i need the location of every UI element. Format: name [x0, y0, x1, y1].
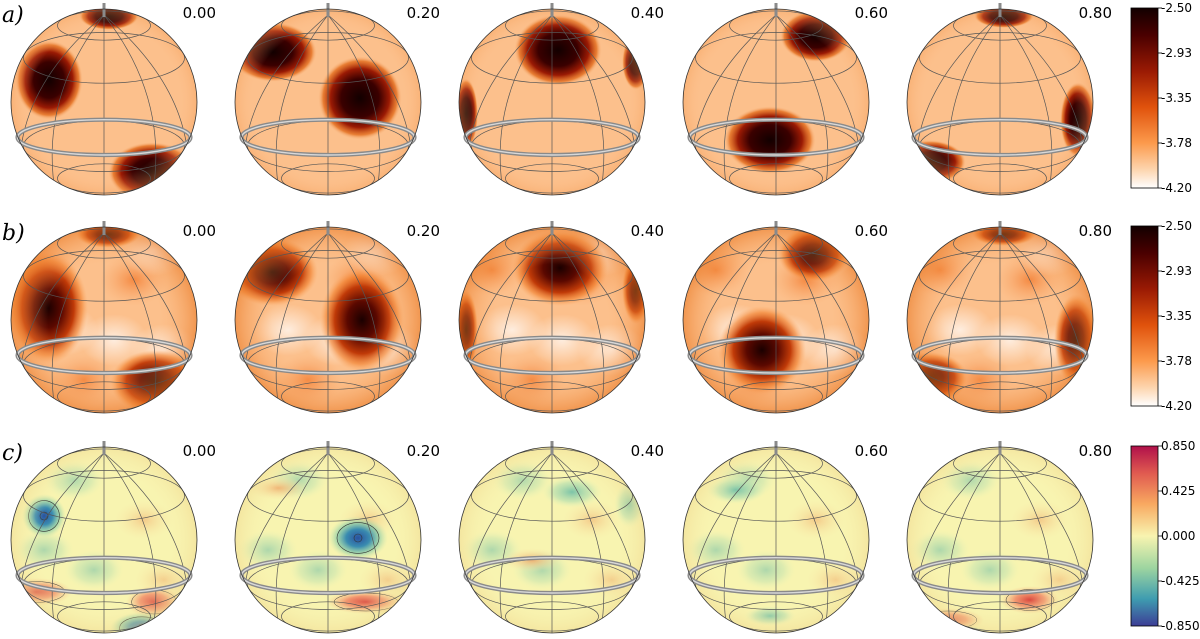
equator-highlight [464, 556, 640, 594]
phase-label: 0.40 [631, 442, 664, 460]
colorbar-gradient [1130, 445, 1159, 627]
equator-highlight [464, 118, 640, 156]
colorbar: 0.850 0.425 0.000 -0.425 -0.850 [1130, 439, 1200, 633]
phase-label: 0.80 [1079, 442, 1112, 460]
sphere-outline [906, 8, 1094, 196]
colorbar: -2.50 -2.93 -3.35 -3.78 -4.20 [1130, 1, 1192, 195]
stellar-sphere: 0.80 [906, 221, 1112, 414]
equator-highlight [240, 336, 416, 374]
equator-highlight [688, 118, 864, 156]
stellar-sphere: 0.40 [458, 221, 664, 414]
stellar-sphere: 0.40 [458, 441, 664, 634]
phase-label: 0.20 [407, 442, 440, 460]
colorbar-tick-label: -3.78 [1161, 354, 1192, 368]
sphere-outline [10, 226, 198, 414]
colorbar-tick-label: 0.850 [1161, 439, 1195, 453]
colorbar-tick-label: -2.93 [1161, 264, 1192, 278]
colorbar-tick-label: -4.20 [1161, 399, 1192, 413]
phase-label: 0.40 [631, 222, 664, 240]
stellar-sphere: 0.60 [682, 221, 888, 414]
equator-highlight [16, 118, 192, 156]
colorbar-tick-label: -2.50 [1161, 1, 1192, 15]
colorbar-tick-label: -2.50 [1161, 219, 1192, 233]
phase-label: 0.80 [1079, 222, 1112, 240]
colorbar-tick-label: -4.20 [1161, 181, 1192, 195]
sphere-outline [682, 8, 870, 196]
equator-highlight [688, 556, 864, 594]
equator-highlight [240, 118, 416, 156]
stellar-sphere: 0.00 [10, 441, 216, 634]
colorbar-tick-label: 0.425 [1161, 484, 1195, 498]
stellar-sphere: 0.60 [682, 3, 888, 196]
sphere-outline [10, 8, 198, 196]
stellar-sphere: 0.40 [458, 3, 664, 196]
equator-highlight [912, 118, 1088, 156]
phase-label: 0.20 [407, 4, 440, 22]
sphere-outline [458, 226, 646, 414]
equator-highlight [464, 336, 640, 374]
map-row-1: a) 0.00 0.20 0.40 0.60 0.80 [2, 3, 1112, 196]
colorbar-gradient [1130, 7, 1159, 189]
colorbar-tick-label: -3.35 [1161, 91, 1192, 105]
colorbar-tick-label: -0.425 [1161, 574, 1200, 588]
phase-label: 0.60 [855, 442, 888, 460]
equator-highlight [688, 336, 864, 374]
colorbar-tick-label: -2.93 [1161, 46, 1192, 60]
equator-highlight [240, 556, 416, 594]
phase-label: 0.60 [855, 4, 888, 22]
sphere-outline [906, 446, 1094, 634]
equator-highlight [16, 556, 192, 594]
equator-highlight [912, 336, 1088, 374]
phase-label: 0.60 [855, 222, 888, 240]
sphere-outline [458, 446, 646, 634]
stellar-sphere: 0.20 [234, 221, 440, 414]
sphere-outline [234, 8, 422, 196]
stellar-sphere: 0.20 [234, 441, 440, 634]
phase-label: 0.00 [183, 442, 216, 460]
contour-line [954, 634, 962, 639]
sphere-outline [682, 446, 870, 634]
equator-highlight [912, 556, 1088, 594]
row-label: c) [2, 441, 23, 466]
phase-label: 0.00 [183, 222, 216, 240]
sphere-outline [682, 226, 870, 414]
phase-label: 0.40 [631, 4, 664, 22]
stellar-sphere: 0.60 [682, 441, 888, 634]
sphere-outline [10, 446, 198, 634]
sphere-outline [234, 446, 422, 634]
map-row-3: c) 0.00 0.20 0.40 0.60 0.80 [2, 441, 1112, 639]
sphere-outline [906, 226, 1094, 414]
phase-label: 0.80 [1079, 4, 1112, 22]
sphere-outline [458, 8, 646, 196]
colorbar: -2.50 -2.93 -3.35 -3.78 -4.20 [1130, 219, 1192, 413]
stellar-sphere: 0.20 [234, 3, 440, 196]
colorbar-tick-label: -3.35 [1161, 309, 1192, 323]
stellar-sphere: 0.80 [906, 3, 1112, 196]
colorbar-tick-label: 0.000 [1161, 529, 1195, 543]
colorbar-tick-label: -0.850 [1161, 619, 1200, 633]
stellar-sphere: 0.00 [10, 3, 216, 196]
colorbar-tick-label: -3.78 [1161, 136, 1192, 150]
stellar-sphere: 0.00 [10, 221, 216, 414]
row-label: a) [2, 3, 24, 28]
phase-label: 0.20 [407, 222, 440, 240]
equator-highlight [16, 336, 192, 374]
stellar-sphere: 0.80 [906, 441, 1112, 639]
colorbar-gradient [1130, 225, 1159, 407]
row-label: b) [2, 221, 25, 246]
sphere-outline [234, 226, 422, 414]
phase-label: 0.00 [183, 4, 216, 22]
map-row-2: b) 0.00 0.20 0.40 0.60 0.80 [2, 221, 1112, 414]
